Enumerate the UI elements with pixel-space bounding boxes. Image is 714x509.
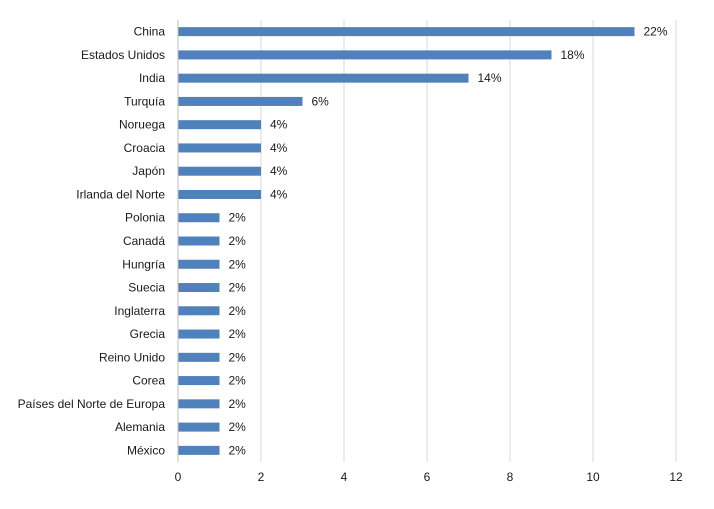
x-tick-label: 4 xyxy=(341,470,348,484)
data-label: 2% xyxy=(229,327,247,341)
x-tick-label: 2 xyxy=(258,470,265,484)
category-label: Hungría xyxy=(122,257,165,271)
data-label: 22% xyxy=(644,25,668,39)
data-label: 2% xyxy=(229,257,247,271)
category-label: Irlanda del Norte xyxy=(76,187,165,201)
bar xyxy=(178,283,220,293)
category-label: Países del Norte de Europa xyxy=(18,397,166,411)
x-tick-label: 12 xyxy=(669,470,683,484)
category-label: Suecia xyxy=(128,281,165,295)
data-label: 2% xyxy=(229,304,247,318)
category-label: Croacia xyxy=(124,141,166,155)
category-label: China xyxy=(134,25,166,39)
category-label: Noruega xyxy=(119,118,165,132)
data-label: 2% xyxy=(229,281,247,295)
category-label: Alemania xyxy=(115,420,165,434)
data-label: 6% xyxy=(312,94,330,108)
data-label: 4% xyxy=(270,141,288,155)
category-label: Polonia xyxy=(125,211,165,225)
category-label: Grecia xyxy=(130,327,166,341)
bar xyxy=(178,399,220,409)
bar xyxy=(178,189,261,199)
bars xyxy=(178,27,635,455)
data-label: 2% xyxy=(229,211,247,225)
category-label: Reino Unido xyxy=(99,350,165,364)
x-tick-label: 10 xyxy=(586,470,600,484)
bar xyxy=(178,120,261,130)
category-label: Japón xyxy=(132,164,165,178)
bar xyxy=(178,376,220,386)
category-label: Estados Unidos xyxy=(81,48,165,62)
bar xyxy=(178,50,552,60)
bar xyxy=(178,259,220,269)
bar xyxy=(178,422,220,432)
data-label: 4% xyxy=(270,118,288,132)
x-tick-label: 8 xyxy=(507,470,514,484)
data-labels: 22% 18% 14% 6% 4% 4% 4% 4% 2% 2% 2% 2% 2% 2% 2% 2% 2% 2% 2… xyxy=(229,25,668,458)
gridlines xyxy=(260,20,677,462)
data-label: 2% xyxy=(229,397,247,411)
category-label: México xyxy=(127,443,165,457)
category-label: India xyxy=(139,71,165,85)
bar xyxy=(178,73,469,83)
data-label: 4% xyxy=(270,187,288,201)
x-tick-label: 6 xyxy=(424,470,431,484)
category-label: Turquía xyxy=(124,94,165,108)
bar xyxy=(178,306,220,316)
data-label: 2% xyxy=(229,420,247,434)
bar xyxy=(178,166,261,176)
data-label: 2% xyxy=(229,234,247,248)
x-tick-label: 0 xyxy=(175,470,182,484)
bar xyxy=(178,445,220,455)
bar xyxy=(178,27,635,37)
bar xyxy=(178,236,220,246)
data-label: 14% xyxy=(478,71,502,85)
category-label: Corea xyxy=(132,374,165,388)
bar xyxy=(178,329,220,339)
bar xyxy=(178,213,220,223)
category-labels: China Estados Unidos India Turquía Noruega Cr… xyxy=(18,25,166,458)
data-label: 2% xyxy=(229,350,247,364)
bar xyxy=(178,143,261,153)
category-label: Canadá xyxy=(123,234,165,248)
bar xyxy=(178,352,220,362)
bar xyxy=(178,96,303,106)
x-axis-tick-labels: 0 2 4 6 8 10 12 xyxy=(175,470,683,484)
category-label: Inglaterra xyxy=(114,304,165,318)
data-label: 2% xyxy=(229,374,247,388)
data-label: 18% xyxy=(561,48,585,62)
data-label: 2% xyxy=(229,443,247,457)
data-label: 4% xyxy=(270,164,288,178)
